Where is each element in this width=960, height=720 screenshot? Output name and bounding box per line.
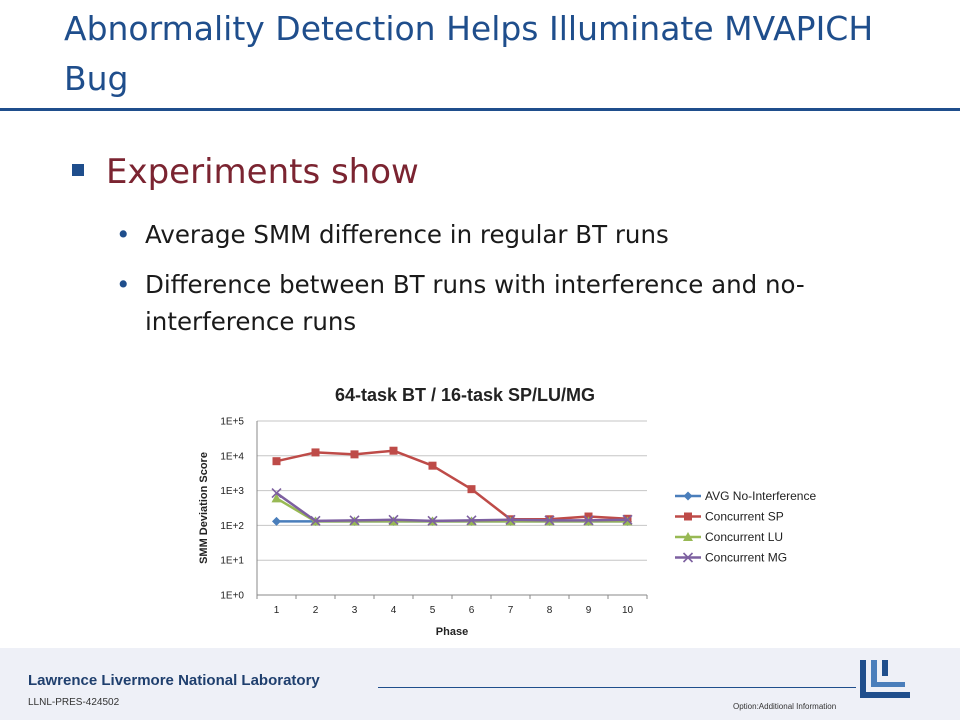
y-tick-label: 1E+2 <box>220 521 244 532</box>
sub-bullet-1: • Average SMM difference in regular BT r… <box>116 216 865 253</box>
x-tick-label: 9 <box>586 605 592 616</box>
round-bullet-icon: • <box>116 220 131 249</box>
x-tick-label: 2 <box>313 605 319 616</box>
y-tick-label: 1E+4 <box>220 451 244 462</box>
data-point-concurrent-mg <box>349 515 360 526</box>
x-tick-label: 10 <box>622 605 634 616</box>
x-tick-label: 5 <box>430 605 436 616</box>
y-tick-label: 1E+5 <box>220 417 244 428</box>
chart-title: 64-task BT / 16-task SP/LU/MG <box>334 385 596 405</box>
data-point-concurrent-sp <box>389 446 398 455</box>
data-point-concurrent-sp <box>272 457 281 466</box>
data-point-concurrent-mg <box>622 514 633 525</box>
data-point-concurrent-mg <box>583 515 594 526</box>
x-tick-label: 7 <box>508 605 514 616</box>
llnl-logo <box>860 660 910 698</box>
x-axis-title: Phase <box>436 626 468 638</box>
legend-marker-concurrent-mg <box>682 552 694 563</box>
data-point-concurrent-lu <box>271 493 282 503</box>
y-tick-label: 1E+1 <box>220 556 244 567</box>
x-tick-label: 8 <box>547 605 553 616</box>
sub-bullet-text: Average SMM difference in regular BT run… <box>145 220 669 249</box>
x-tick-label: 4 <box>391 605 397 616</box>
main-bullet: Experiments show <box>72 152 419 192</box>
legend-label: AVG No-Interference <box>705 489 816 503</box>
round-bullet-icon: • <box>116 270 131 299</box>
data-point-concurrent-sp <box>428 461 437 470</box>
legend-marker-concurrent-lu <box>683 532 693 541</box>
legend-marker-avg-no-interference <box>683 491 693 501</box>
y-tick-label: 1E+0 <box>220 591 244 602</box>
main-bullet-text: Experiments show <box>106 152 419 192</box>
data-point-concurrent-sp <box>350 450 359 459</box>
data-point-concurrent-mg <box>427 515 438 526</box>
legend-label: Concurrent SP <box>705 510 784 524</box>
x-tick-label: 3 <box>352 605 358 616</box>
footer-band <box>0 648 960 720</box>
legend-label: Concurrent LU <box>705 530 783 544</box>
data-point-concurrent-mg <box>505 514 516 525</box>
lab-name: Lawrence Livermore National Laboratory <box>28 672 320 689</box>
data-point-concurrent-mg <box>271 487 282 499</box>
footer-divider <box>378 687 856 688</box>
data-point-avg-no-interference <box>272 516 281 526</box>
sub-bullet-text: Difference between BT runs with interfer… <box>145 270 805 336</box>
legend-label: Concurrent MG <box>705 551 787 565</box>
x-tick-label: 1 <box>274 605 280 616</box>
data-point-concurrent-mg <box>388 514 399 525</box>
data-point-concurrent-sp <box>311 448 320 457</box>
data-point-concurrent-sp <box>467 485 476 494</box>
title-divider <box>0 108 960 111</box>
slide-title: Abnormality Detection Helps Illuminate M… <box>64 9 874 98</box>
data-point-concurrent-mg <box>310 515 321 526</box>
square-bullet-icon <box>72 163 84 176</box>
y-axis-title: SMM Deviation Score <box>198 452 210 564</box>
series-line-concurrent-sp <box>276 449 628 521</box>
option-text: Option:Additional Information <box>733 702 837 711</box>
data-point-concurrent-mg <box>544 515 555 526</box>
x-tick-label: 6 <box>469 605 475 616</box>
legend-marker-concurrent-sp <box>684 512 692 521</box>
y-tick-label: 1E+3 <box>220 486 244 497</box>
document-id: LLNL-PRES-424502 <box>28 697 120 708</box>
sub-bullet-2: • Difference between BT runs with interf… <box>116 266 865 340</box>
series-line-concurrent-mg <box>275 492 628 523</box>
data-point-concurrent-mg <box>466 515 477 526</box>
